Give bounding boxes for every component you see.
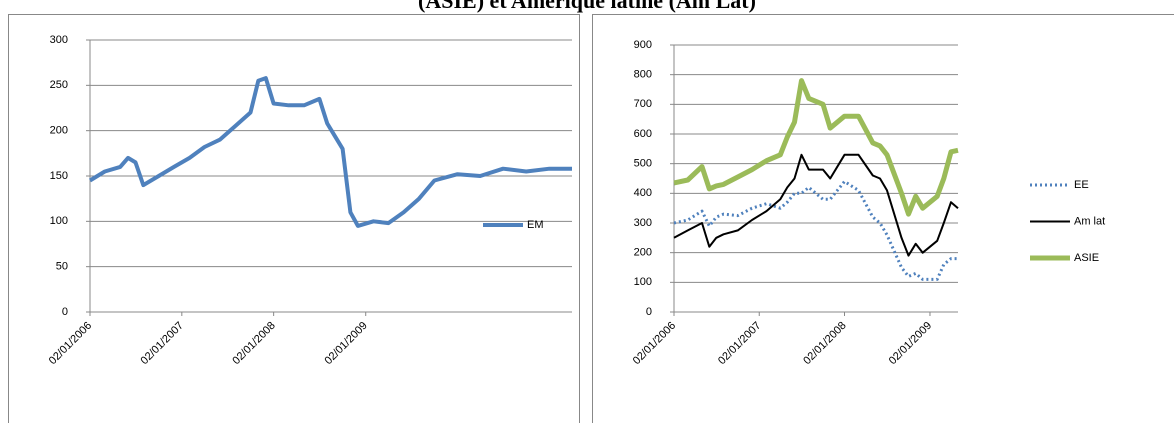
y-tick-label: 200	[634, 247, 652, 259]
y-tick-label: 600	[634, 128, 652, 140]
legend-label: EM	[527, 219, 544, 231]
legend-label: Am lat	[1074, 215, 1105, 227]
y-tick-label: 700	[634, 98, 652, 110]
legend-label: EE	[1074, 179, 1089, 191]
y-tick-label: 0	[62, 306, 68, 318]
y-tick-label: 800	[634, 69, 652, 81]
y-tick-label: 50	[56, 261, 68, 273]
y-tick-label: 150	[50, 170, 68, 182]
page-title: (ASIE) et Amérique latine (Am Lat)	[418, 0, 756, 13]
y-tick-label: 400	[634, 187, 652, 199]
legend-label: ASIE	[1074, 252, 1099, 264]
y-tick-label: 0	[646, 306, 652, 318]
series-line	[673, 153, 959, 257]
y-tick-label: 200	[50, 125, 68, 137]
y-tick-label: 250	[50, 79, 68, 91]
y-tick-label: 900	[634, 39, 652, 51]
chart-frame	[592, 14, 1174, 423]
series-line	[673, 180, 958, 281]
y-tick-label: 300	[50, 34, 68, 46]
y-tick-label: 300	[634, 217, 652, 229]
y-tick-label: 500	[634, 158, 652, 170]
chart-frame	[8, 14, 580, 423]
y-tick-label: 100	[634, 276, 652, 288]
y-tick-label: 100	[50, 215, 68, 227]
series-line	[88, 76, 572, 228]
series-line	[673, 78, 959, 217]
